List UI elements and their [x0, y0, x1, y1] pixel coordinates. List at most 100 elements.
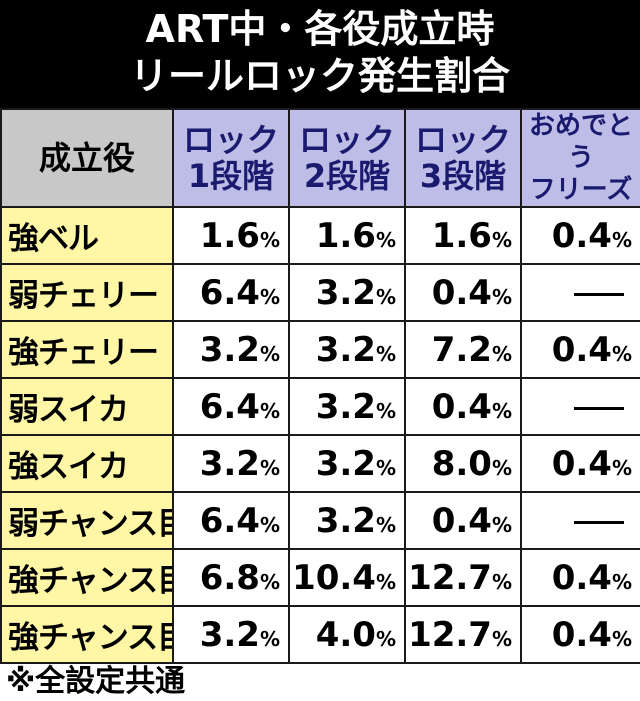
role-cell: 弱チャンス目 [0, 491, 174, 550]
header-lock-1-line2: 1段階 [187, 157, 275, 195]
lock1-cell: 1.6% [172, 206, 290, 265]
percent-unit: % [491, 398, 512, 423]
rate-value: 4.0 [315, 614, 376, 655]
rate-value: 6.4 [199, 386, 260, 427]
rate-value: 6.8 [199, 557, 260, 598]
table-row: 弱チャンス目 6.4% 3.2% 0.4% [0, 491, 640, 550]
freeze-cell: 0.4% [520, 434, 640, 493]
rate-value: 1.6 [199, 215, 260, 256]
title-banner: ART中・各役成立時 リールロック発生割合 [0, 0, 640, 108]
percent-unit: % [491, 626, 512, 651]
lock-rate-table: 成立役 ロック 1段階 ロック 2段階 ロック 3段階 おめでとう フリーズ 強… [0, 108, 640, 664]
freeze-empty-cell [520, 377, 640, 436]
percent-unit: % [375, 227, 396, 252]
rate-value: 3.2 [199, 329, 260, 370]
table-row: 強チャンス目A6.8%10.4%12.7%0.4% [0, 548, 640, 607]
freeze-cell: 0.4% [520, 206, 640, 265]
percent-unit: % [491, 455, 512, 480]
rate-value: 6.4 [199, 500, 260, 541]
rate-value: 3.2 [315, 329, 376, 370]
percent-unit: % [375, 455, 396, 480]
rate-value: 0.4 [431, 500, 492, 541]
rate-value: 12.7 [408, 557, 492, 598]
freeze-cell: 0.4% [520, 320, 640, 379]
dash-mark [574, 292, 624, 296]
lock3-cell: 0.4% [404, 491, 522, 550]
role-cell: 強チャンス目B [0, 605, 174, 664]
rate-value: 0.4 [431, 272, 492, 313]
rate-value: 3.2 [315, 443, 376, 484]
lock3-cell: 0.4% [404, 377, 522, 436]
rate-value: 10.4 [292, 557, 376, 598]
role-cell: 強ベル [0, 206, 174, 265]
title-line-2: リールロック発生割合 [129, 54, 510, 98]
freeze-cell: 0.4% [520, 548, 640, 607]
rate-value: 0.4 [551, 443, 612, 484]
freeze-cell: 0.4% [520, 605, 640, 664]
lock2-cell: 3.2% [288, 320, 406, 379]
percent-unit: % [259, 512, 280, 537]
header-lock-3: ロック 3段階 [404, 108, 522, 208]
header-lock-1: ロック 1段階 [172, 108, 290, 208]
freeze-empty-cell [520, 263, 640, 322]
percent-unit: % [259, 341, 280, 366]
header-lock-1-line1: ロック [182, 121, 279, 159]
rate-value: 1.6 [431, 215, 492, 256]
rate-value: 0.4 [551, 215, 612, 256]
percent-unit: % [491, 227, 512, 252]
percent-unit: % [259, 455, 280, 480]
rate-value: 6.4 [199, 272, 260, 313]
percent-unit: % [375, 341, 396, 366]
percent-unit: % [375, 626, 396, 651]
header-freeze: おめでとう フリーズ [520, 108, 640, 208]
rate-value: 3.2 [199, 443, 260, 484]
percent-unit: % [259, 398, 280, 423]
percent-unit: % [375, 284, 396, 309]
header-lock-3-line1: ロック [414, 121, 511, 159]
percent-unit: % [491, 341, 512, 366]
rate-value: 3.2 [315, 272, 376, 313]
rate-value: 1.6 [315, 215, 376, 256]
lock3-cell: 12.7% [404, 548, 522, 607]
lock1-cell: 3.2% [172, 434, 290, 493]
percent-unit: % [611, 341, 632, 366]
title-line-1: ART中・各役成立時 [145, 7, 495, 51]
lock1-cell: 3.2% [172, 320, 290, 379]
rate-value: 12.7 [408, 614, 492, 655]
percent-unit: % [259, 626, 280, 651]
dash-mark [574, 406, 624, 410]
lock2-cell: 1.6% [288, 206, 406, 265]
header-role: 成立役 [0, 108, 174, 208]
header-lock-3-line2: 3段階 [419, 157, 507, 195]
table-row: 弱スイカ 6.4% 3.2% 0.4% [0, 377, 640, 436]
percent-unit: % [491, 284, 512, 309]
rate-value: 3.2 [315, 500, 376, 541]
percent-unit: % [259, 569, 280, 594]
rate-value: 3.2 [199, 614, 260, 655]
lock3-cell: 8.0% [404, 434, 522, 493]
header-freeze-line2: フリーズ [529, 175, 633, 205]
rate-value: 0.4 [551, 614, 612, 655]
header-row: 成立役 ロック 1段階 ロック 2段階 ロック 3段階 おめでとう フリーズ [0, 108, 640, 208]
table-row: 強チャンス目B3.2%4.0%12.7%0.4% [0, 605, 640, 664]
role-cell: 強チャンス目A [0, 548, 174, 607]
percent-unit: % [259, 284, 280, 309]
lock2-cell: 3.2% [288, 263, 406, 322]
rate-value: 3.2 [315, 386, 376, 427]
footnote: ※全設定共通 [6, 664, 186, 699]
table-row: 弱チェリー 6.4% 3.2% 0.4% [0, 263, 640, 322]
lock1-cell: 6.4% [172, 263, 290, 322]
lock1-cell: 6.4% [172, 491, 290, 550]
lock1-cell: 3.2% [172, 605, 290, 664]
percent-unit: % [611, 626, 632, 651]
table-row: 強チェリー 3.2% 3.2% 7.2% 0.4% [0, 320, 640, 379]
percent-unit: % [611, 227, 632, 252]
rate-value: 0.4 [551, 557, 612, 598]
percent-unit: % [611, 455, 632, 480]
header-lock-2-line1: ロック [298, 121, 395, 159]
rate-value: 7.2 [431, 329, 492, 370]
role-cell: 強チェリー [0, 320, 174, 379]
percent-unit: % [259, 227, 280, 252]
lock1-cell: 6.4% [172, 377, 290, 436]
lock2-cell: 3.2% [288, 491, 406, 550]
